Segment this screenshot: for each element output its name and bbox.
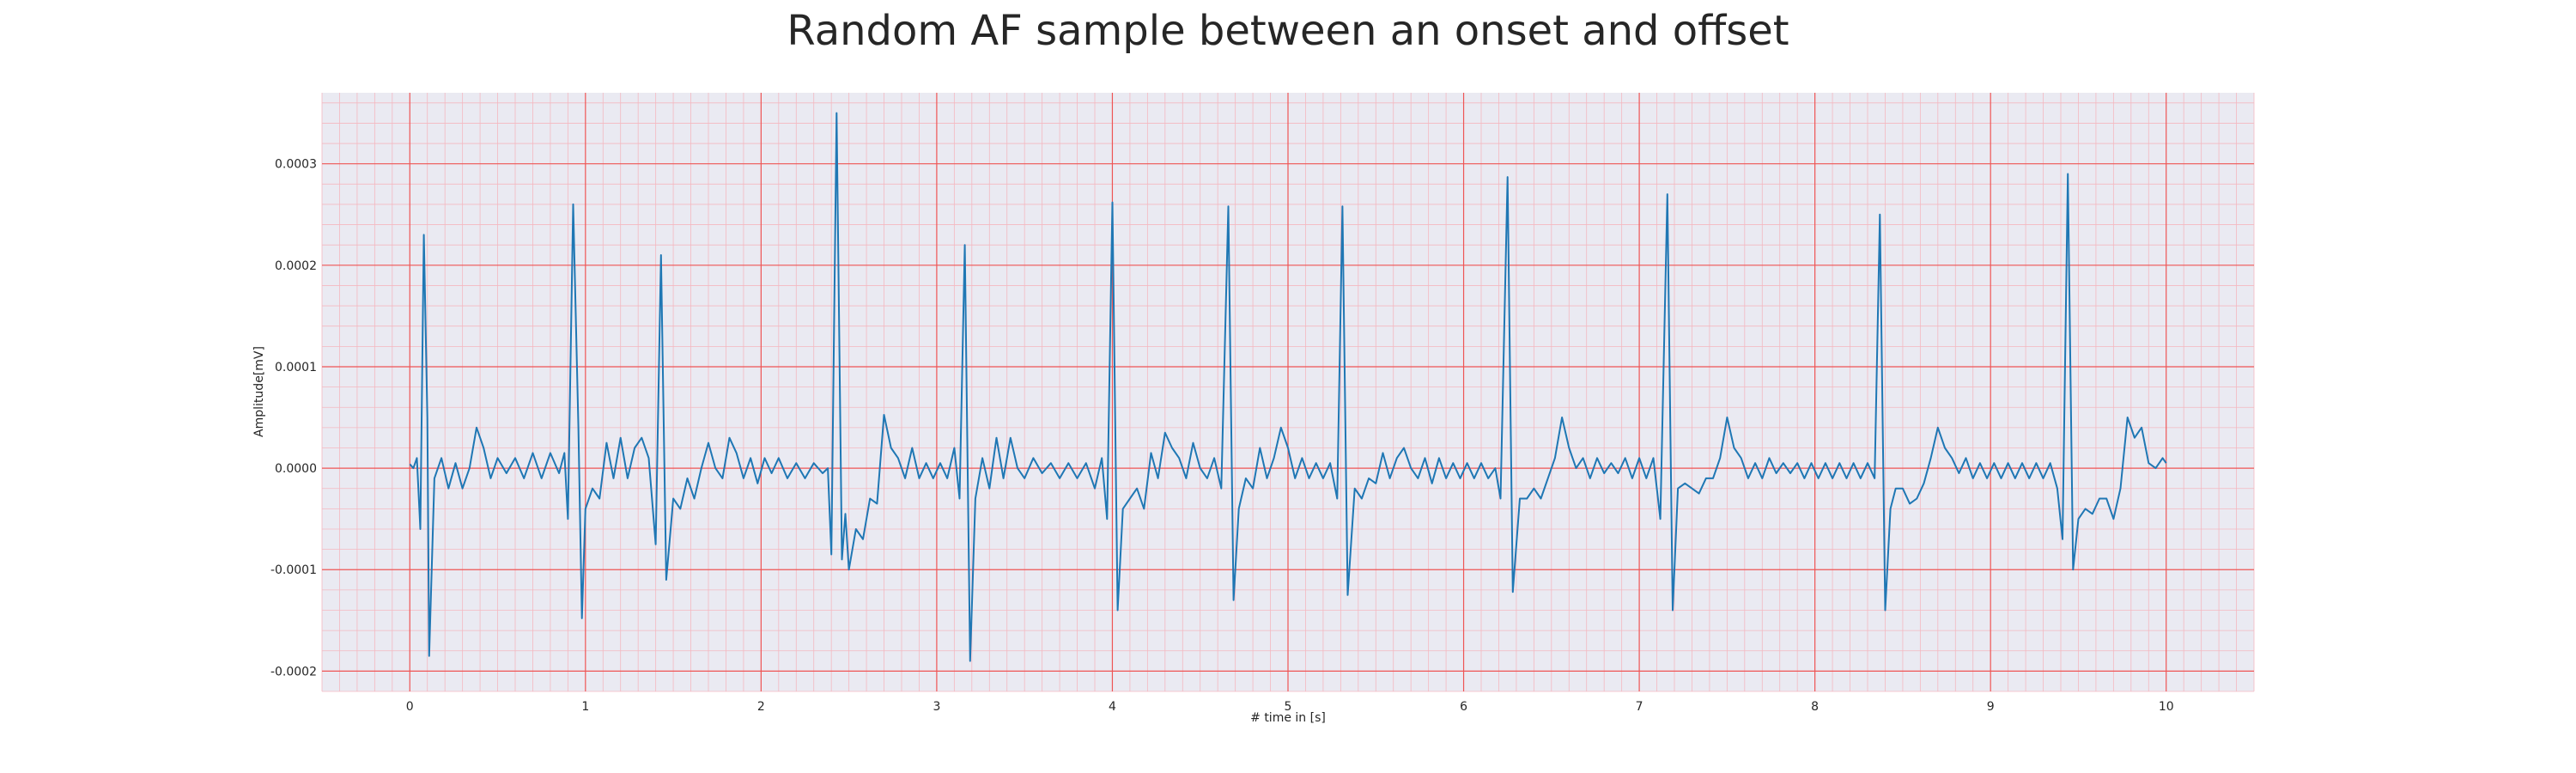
x-tick-label: 7 (1636, 700, 1643, 714)
x-tick-label: 2 (757, 700, 765, 714)
y-tick-label: 0.0002 (275, 259, 317, 273)
y-tick-label: -0.0002 (270, 665, 317, 679)
x-tick-label: 8 (1811, 700, 1819, 714)
major-grid (322, 93, 2254, 691)
x-axis-label: # time in [s] (1250, 711, 1326, 725)
x-tick-label: 3 (933, 700, 940, 714)
x-axis-ticks: 0 1 2 3 4 5 6 7 8 9 10 (406, 700, 2174, 714)
x-tick-label: 6 (1460, 700, 1467, 714)
y-axis-ticks: -0.0002 -0.0001 0.0000 0.0001 0.0002 0.0003 (270, 158, 317, 679)
ecg-signal-line (409, 112, 2167, 662)
x-tick-label: 0 (406, 700, 414, 714)
x-tick-label: 1 (581, 700, 589, 714)
y-tick-label: 0.0001 (275, 361, 317, 374)
y-tick-label: 0.0000 (275, 462, 317, 476)
x-tick-label: 9 (1987, 700, 1995, 714)
series-group (409, 112, 2167, 662)
y-tick-label: 0.0003 (275, 158, 317, 172)
x-tick-label: 10 (2159, 700, 2174, 714)
x-tick-label: 4 (1109, 700, 1116, 714)
y-tick-label: -0.0001 (270, 563, 317, 577)
x-tick-label: 5 (1285, 700, 1292, 714)
y-axis-label: Amplitude[mV] (252, 346, 266, 437)
chart-title: Random AF sample between an onset and of… (787, 7, 1789, 55)
